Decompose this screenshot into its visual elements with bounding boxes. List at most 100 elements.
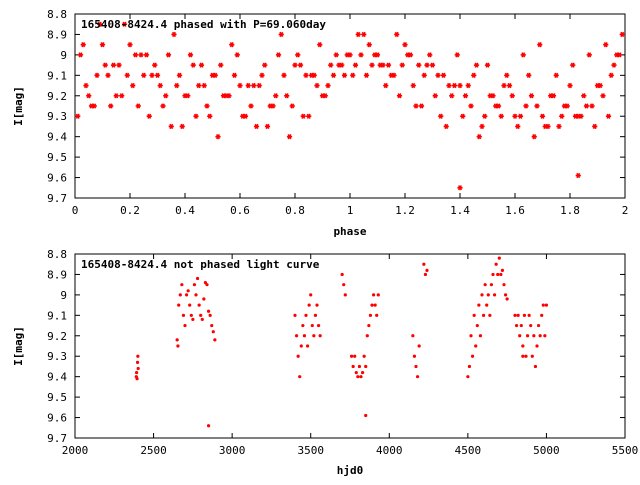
data-point <box>360 370 365 375</box>
data-point <box>207 113 213 119</box>
data-point <box>468 103 474 109</box>
data-point <box>237 82 243 89</box>
data-point <box>284 93 290 99</box>
data-point <box>519 323 523 328</box>
x-tick-label: 1.6 <box>505 204 525 217</box>
data-point <box>440 72 447 78</box>
data-point <box>502 283 506 287</box>
data-point <box>312 334 316 338</box>
y-tick-label: 9.2 <box>47 90 67 103</box>
data-point <box>371 293 376 297</box>
y-tick-label: 9.5 <box>47 391 67 404</box>
data-point <box>190 62 196 68</box>
data-point <box>187 52 194 58</box>
y-tick-label: 9 <box>60 49 67 62</box>
data-point <box>572 113 579 119</box>
data-point <box>240 113 246 119</box>
data-point <box>197 303 201 307</box>
data-point <box>297 62 304 68</box>
data-point <box>443 123 449 130</box>
data-point <box>136 354 140 358</box>
data-point <box>143 52 150 58</box>
data-point <box>306 113 312 119</box>
data-point <box>526 72 532 78</box>
data-point <box>528 93 535 99</box>
data-point <box>350 72 356 78</box>
data-point <box>94 72 100 78</box>
y-tick-label: 9.1 <box>47 69 67 82</box>
data-point <box>497 256 501 260</box>
data-point <box>583 103 590 109</box>
data-point <box>372 52 378 58</box>
data-point <box>427 52 433 58</box>
data-point <box>307 303 311 307</box>
data-point <box>481 313 486 317</box>
data-point <box>578 113 584 119</box>
data-point <box>191 317 195 322</box>
data-point <box>113 93 119 99</box>
data-point <box>319 93 326 99</box>
data-point <box>504 72 510 78</box>
data-point <box>186 289 190 293</box>
data-point <box>486 293 490 297</box>
data-point <box>495 103 502 109</box>
data-point <box>116 62 122 68</box>
data-point <box>135 370 139 375</box>
data-point <box>394 31 400 38</box>
data-point <box>480 293 484 297</box>
y-tick-label: 9.7 <box>47 192 67 205</box>
data-point <box>196 82 202 89</box>
data-point <box>544 303 549 307</box>
data-point <box>201 82 207 89</box>
data-point <box>342 283 346 287</box>
data-point <box>421 72 427 78</box>
x-tick-label: 2500 <box>140 444 167 457</box>
data-point <box>176 72 183 78</box>
data-point <box>229 42 235 48</box>
data-point <box>75 113 81 119</box>
data-point <box>385 62 392 68</box>
unphased-panel: 2000 2500 3000 3500 4000 4500 5000 5500 8.8 8.9 9 9… <box>12 248 638 477</box>
data-point <box>467 364 472 369</box>
data-point <box>362 354 366 358</box>
data-point <box>205 283 209 287</box>
data-point <box>304 313 308 317</box>
data-point <box>471 72 477 78</box>
data-point <box>376 293 380 297</box>
data-point <box>501 82 507 89</box>
data-point <box>451 82 458 89</box>
data-point <box>357 364 362 369</box>
x-tick-label: 2 <box>622 204 629 217</box>
x-axis-label: phase <box>333 225 366 238</box>
y-tick-label: 8.8 <box>47 8 67 21</box>
data-point <box>525 334 530 338</box>
data-point <box>199 313 203 317</box>
data-point <box>361 31 367 38</box>
data-point <box>302 334 307 338</box>
data-point <box>527 313 531 317</box>
x-tick-label: 3500 <box>297 444 324 457</box>
data-point <box>537 42 543 48</box>
data-point <box>210 323 214 328</box>
data-point <box>204 103 210 109</box>
data-point <box>581 93 587 99</box>
data-point <box>364 413 368 418</box>
data-point <box>343 293 347 297</box>
data-point <box>77 52 84 58</box>
data-point <box>108 103 114 109</box>
data-point <box>251 82 257 89</box>
data-point <box>380 62 386 68</box>
data-point <box>341 72 348 78</box>
data-point <box>130 82 136 89</box>
data-point <box>286 134 293 140</box>
x-tick-label: 0 <box>72 204 79 217</box>
x-tick-label: 0.2 <box>120 204 140 217</box>
data-point <box>482 113 488 119</box>
x-tick-label: 2000 <box>62 444 89 457</box>
data-point <box>474 344 478 348</box>
x-tick-label: 0.8 <box>285 204 305 217</box>
data-point <box>262 62 268 68</box>
data-point <box>88 103 95 109</box>
data-point <box>460 113 466 119</box>
data-point <box>518 334 522 338</box>
